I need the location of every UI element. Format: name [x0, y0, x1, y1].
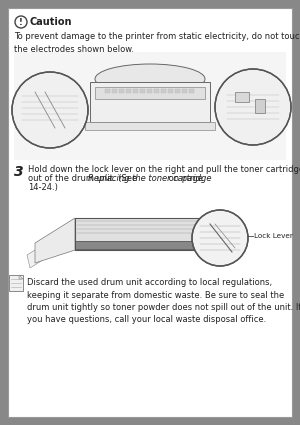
- Bar: [9, 275, 23, 291]
- Text: 14-24.): 14-24.): [28, 183, 58, 192]
- Bar: [168, 89, 173, 93]
- Text: Hold down the lock lever on the right and pull the toner cartridge: Hold down the lock lever on the right an…: [28, 165, 300, 174]
- Bar: [161, 89, 166, 93]
- Bar: [75, 218, 215, 250]
- Text: Discard the used drum unit according to local regulations,
keeping it separate f: Discard the used drum unit according to …: [27, 278, 300, 325]
- Bar: [255, 99, 265, 113]
- Ellipse shape: [95, 64, 205, 94]
- Bar: [175, 89, 180, 93]
- Bar: [182, 89, 187, 93]
- Circle shape: [215, 69, 291, 145]
- Polygon shape: [19, 275, 23, 279]
- Bar: [133, 89, 138, 93]
- Bar: [126, 89, 131, 93]
- Bar: [95, 87, 205, 99]
- Text: Replacing the toner cartridge: Replacing the toner cartridge: [88, 174, 212, 183]
- Text: on page: on page: [166, 174, 203, 183]
- Bar: [105, 89, 110, 93]
- Bar: [75, 241, 215, 249]
- Bar: [213, 218, 228, 243]
- Bar: [140, 89, 145, 93]
- Bar: [14, 52, 286, 160]
- Circle shape: [192, 210, 248, 266]
- Polygon shape: [35, 218, 75, 263]
- Bar: [119, 89, 124, 93]
- Bar: [235, 92, 249, 102]
- Text: 3: 3: [14, 165, 24, 179]
- Bar: [85, 122, 215, 130]
- Bar: [154, 89, 159, 93]
- Circle shape: [12, 72, 88, 148]
- Bar: [147, 89, 152, 93]
- Text: out of the drum unit. (See: out of the drum unit. (See: [28, 174, 140, 183]
- Text: !: !: [19, 17, 23, 26]
- Polygon shape: [27, 228, 73, 268]
- Circle shape: [15, 16, 27, 28]
- Bar: [189, 89, 194, 93]
- Bar: [90, 82, 210, 122]
- Bar: [112, 89, 117, 93]
- Text: Caution: Caution: [30, 17, 73, 27]
- Text: To prevent damage to the printer from static electricity, do not touch
the elect: To prevent damage to the printer from st…: [14, 32, 300, 54]
- Text: Lock Lever: Lock Lever: [254, 233, 293, 239]
